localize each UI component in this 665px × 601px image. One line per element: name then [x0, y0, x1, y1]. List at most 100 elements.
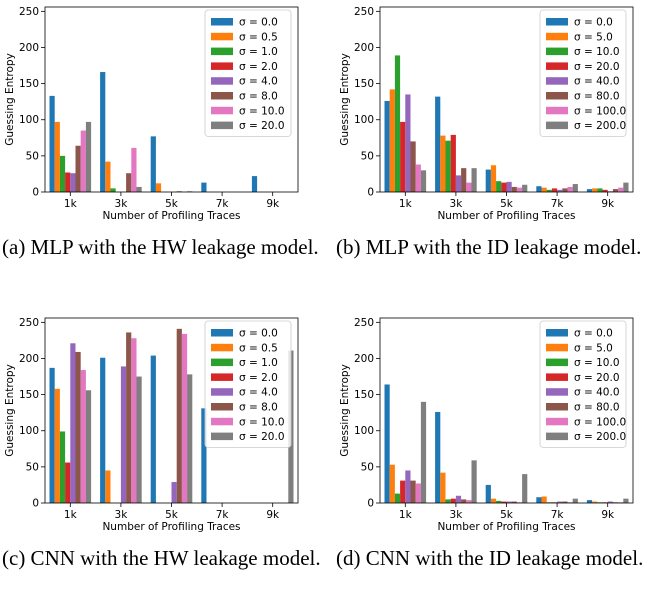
bar-a-s5-1k — [75, 145, 81, 192]
legend-label: σ = 4.0 — [239, 387, 278, 399]
legend-label: σ = 1.0 — [239, 46, 278, 58]
legend-label: σ = 40.0 — [574, 76, 620, 88]
bar-d-s4-7k — [557, 501, 563, 503]
bar-b-s0-9k — [586, 189, 593, 192]
chart-panel-c: 0 50 100 150 200 250 1k 3k 5k 7k 9k Number of Profi… — [4, 317, 299, 533]
bar-c-s2-1k — [59, 431, 66, 503]
legend-swatch — [211, 329, 233, 337]
legend-swatch — [211, 432, 233, 441]
bar-b-s6-9k — [618, 187, 624, 192]
x-tick-label: 3k — [450, 509, 464, 521]
x-tick-label: 7k — [216, 509, 230, 521]
x-tick-label: 9k — [601, 198, 615, 210]
legend-swatch — [211, 403, 233, 411]
legend-label: σ = 5.0 — [574, 31, 613, 43]
bar-c-s0-1k — [49, 367, 55, 503]
legend-label: σ = 0.0 — [574, 17, 613, 29]
y-axis-label: Guessing Entropy — [339, 53, 351, 146]
y-tick-label: 0 — [32, 187, 39, 199]
x-axis-label: Number of Profiling Traces — [102, 521, 240, 533]
bar-b-s2-3k — [445, 140, 451, 192]
y-axis-label: Guessing Entropy — [339, 364, 351, 457]
bar-d-s6-1k — [415, 483, 421, 503]
legend-swatch — [211, 417, 233, 426]
bar-c-s0-3k — [100, 357, 106, 503]
bar-b-s6-1k — [415, 164, 421, 192]
bar-d-s0-9k — [586, 500, 593, 503]
legend-swatch — [546, 432, 568, 441]
bar-d-s3-3k — [450, 498, 456, 503]
legend-swatch — [546, 62, 568, 70]
bar-b-s5-3k — [461, 168, 467, 192]
y-axis-label: Guessing Entropy — [4, 53, 16, 146]
bar-a-s0-5k — [150, 136, 156, 192]
x-tick-label: 3k — [115, 509, 129, 521]
bar-b-s5-1k — [410, 141, 416, 192]
x-axis-label: Number of Profiling Traces — [437, 210, 575, 222]
x-tick-label: 5k — [500, 198, 514, 210]
legend-label: σ = 20.0 — [239, 120, 285, 132]
legend-swatch — [546, 77, 568, 85]
bar-c-s1-3k — [105, 470, 111, 503]
x-axis-label: Number of Profiling Traces — [102, 210, 240, 222]
bar-a-s1-5k — [155, 183, 162, 192]
legend-label: σ = 10.0 — [574, 46, 620, 58]
bar-b-s1-5k — [490, 165, 497, 192]
x-tick-label: 1k — [399, 509, 413, 521]
legend-swatch — [211, 77, 233, 85]
bar-a-s7-3k — [136, 186, 142, 192]
x-tick-label: 1k — [399, 198, 413, 210]
bar-d-s3-1k — [400, 480, 406, 503]
chart-panel-a: 0 50 100 150 200 250 1k 3k 5k 7k 9k Number of Profi… — [4, 6, 299, 222]
caption-d: (d) CNN with the ID leakage model. — [336, 546, 644, 570]
bar-d-s1-7k — [541, 496, 547, 503]
y-tick-label: 250 — [19, 317, 39, 329]
legend: σ = 0.0 σ = 5.0 σ = 10.0 σ = 20.0 σ = 40.0 σ … — [539, 320, 627, 448]
legend-label: σ = 8.0 — [239, 91, 278, 103]
x-tick-label: 1k — [64, 509, 78, 521]
y-tick-label: 100 — [354, 114, 374, 126]
legend-box — [539, 320, 627, 448]
bar-d-s1-9k — [592, 501, 598, 503]
bar-c-s0-7k — [201, 408, 207, 503]
legend-label: σ = 10.0 — [239, 416, 285, 428]
bar-c-s7-1k — [85, 390, 92, 503]
legend-label: σ = 0.0 — [574, 328, 613, 340]
legend: σ = 0.0 σ = 0.5 σ = 1.0 σ = 2.0 σ = 4.0 σ = 8… — [204, 9, 292, 137]
x-tick-label: 9k — [266, 509, 280, 521]
legend-swatch — [211, 47, 233, 56]
bar-d-s0-5k — [485, 484, 491, 503]
bar-a-s2-1k — [59, 155, 66, 192]
bar-b-s5-9k — [612, 189, 619, 192]
y-tick-label: 200 — [19, 42, 39, 54]
bar-b-s4-1k — [405, 94, 411, 192]
y-tick-label: 0 — [367, 498, 374, 510]
bar-d-s5-1k — [410, 480, 416, 503]
legend-label: σ = 10.0 — [574, 357, 620, 369]
bar-d-s7-5k — [522, 474, 528, 503]
legend-swatch — [211, 32, 233, 41]
legend-label: σ = 0.0 — [239, 328, 278, 340]
bar-d-s4-5k — [506, 501, 512, 503]
legend-label: σ = 4.0 — [239, 76, 278, 88]
legend-swatch — [211, 62, 233, 70]
y-tick-label: 250 — [19, 6, 39, 18]
bar-d-s4-3k — [455, 495, 462, 503]
bar-a-s3-1k — [65, 172, 71, 192]
bar-c-s5-1k — [75, 351, 81, 503]
bar-b-s0-7k — [536, 186, 542, 192]
y-tick-label: 100 — [19, 425, 39, 437]
y-tick-label: 50 — [26, 461, 39, 473]
legend-swatch — [546, 403, 568, 411]
bar-b-s4-3k — [455, 175, 462, 192]
bar-d-s1-1k — [389, 464, 395, 503]
x-axis-label: Number of Profiling Traces — [437, 521, 575, 533]
bar-a-s0-7k — [201, 182, 207, 192]
bar-c-s0-5k — [150, 355, 156, 503]
bar-c-s4-5k — [171, 482, 177, 503]
legend-label: σ = 20.0 — [574, 372, 620, 384]
bar-a-s7-1k — [85, 121, 92, 192]
legend-swatch — [211, 18, 233, 26]
bar-c-s7-5k — [187, 374, 193, 503]
legend-swatch — [211, 373, 233, 381]
